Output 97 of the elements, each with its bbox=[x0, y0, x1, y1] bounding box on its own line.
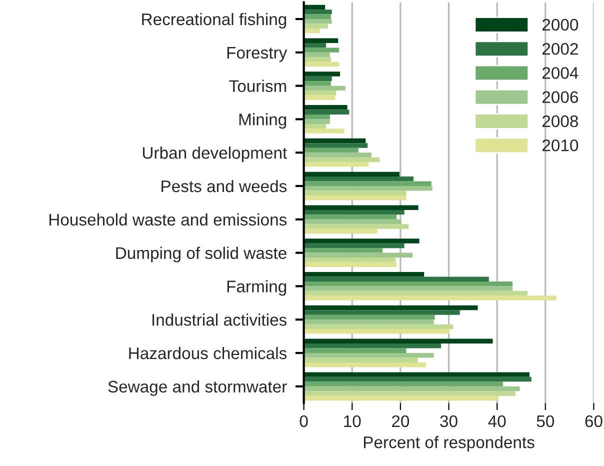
bar bbox=[304, 162, 369, 167]
y-tick-label: Household waste and emissions bbox=[50, 213, 287, 226]
bar bbox=[304, 248, 383, 253]
bar bbox=[304, 320, 434, 324]
x-tick-label: 30 bbox=[440, 415, 458, 428]
legend-label: 2008 bbox=[542, 115, 578, 128]
bar bbox=[304, 210, 404, 215]
bar bbox=[304, 105, 348, 110]
bar bbox=[304, 124, 326, 129]
bar bbox=[304, 76, 332, 82]
bar bbox=[304, 344, 442, 348]
bar bbox=[304, 324, 454, 330]
x-tick-label: 10 bbox=[344, 415, 361, 428]
bar bbox=[304, 386, 520, 392]
bar bbox=[304, 290, 528, 296]
bar bbox=[304, 219, 402, 224]
bar bbox=[304, 358, 418, 362]
bar bbox=[304, 372, 530, 377]
bar bbox=[304, 195, 406, 200]
bar bbox=[304, 38, 338, 43]
x-tick-label: 40 bbox=[488, 415, 506, 428]
bar bbox=[304, 157, 380, 162]
bar bbox=[304, 338, 493, 344]
y-tick-label: Recreational fishing bbox=[142, 12, 286, 29]
bar bbox=[304, 348, 406, 353]
x-tick-label: 60 bbox=[585, 415, 602, 428]
bar bbox=[304, 228, 378, 234]
bar bbox=[304, 272, 424, 277]
y-tick-label: Urban development bbox=[142, 146, 288, 162]
bar bbox=[304, 276, 489, 282]
bar bbox=[304, 95, 336, 100]
y-tick-label: Sewage and stormwater bbox=[108, 380, 287, 396]
bar bbox=[304, 86, 346, 91]
bar bbox=[304, 10, 332, 14]
bar bbox=[304, 119, 330, 124]
bar bbox=[304, 258, 396, 262]
bar bbox=[304, 186, 432, 191]
bar bbox=[304, 362, 426, 368]
bar bbox=[304, 48, 340, 52]
bar bbox=[304, 138, 366, 144]
bar bbox=[304, 329, 450, 334]
legend-label: 2010 bbox=[542, 139, 578, 152]
bar bbox=[304, 143, 368, 148]
x-tick-label: 50 bbox=[536, 415, 554, 428]
x-tick-label: 20 bbox=[392, 415, 410, 428]
bar bbox=[304, 57, 331, 62]
bar bbox=[304, 262, 397, 267]
bar bbox=[304, 110, 350, 114]
bar bbox=[304, 114, 330, 120]
y-tick-label: Tourism bbox=[229, 80, 286, 92]
bar bbox=[304, 176, 414, 182]
bar bbox=[304, 172, 400, 177]
bar bbox=[304, 152, 372, 158]
bar bbox=[304, 281, 513, 286]
y-tick-label: Farming bbox=[227, 280, 286, 296]
y-tick-label: Mining bbox=[239, 113, 286, 129]
bar bbox=[304, 181, 432, 186]
legend-label: 2000 bbox=[542, 18, 578, 31]
y-tick-label: Dumping of solid waste bbox=[116, 246, 286, 262]
bar bbox=[304, 286, 513, 291]
bar bbox=[304, 4, 326, 10]
bar bbox=[304, 238, 420, 244]
y-tick-label: Pests and weeds bbox=[162, 180, 287, 192]
bar bbox=[304, 190, 406, 196]
bar bbox=[304, 305, 478, 310]
legend-label: 2004 bbox=[542, 67, 578, 79]
bar bbox=[304, 310, 460, 315]
bar bbox=[304, 396, 499, 401]
bar bbox=[304, 376, 532, 382]
bar bbox=[304, 391, 516, 396]
bar bbox=[304, 81, 331, 86]
bar bbox=[304, 19, 332, 24]
bar bbox=[304, 148, 358, 153]
bar bbox=[304, 205, 418, 210]
bar bbox=[304, 224, 409, 229]
bar bbox=[304, 382, 503, 386]
y-tick-label: Hazardous chemicals bbox=[129, 346, 287, 360]
bar bbox=[304, 42, 326, 48]
bar bbox=[304, 296, 557, 300]
y-tick-label: Forestry bbox=[227, 47, 288, 62]
bar bbox=[304, 24, 328, 28]
legend-label: 2002 bbox=[542, 42, 578, 55]
bar bbox=[304, 14, 331, 20]
x-tick-label: 0 bbox=[300, 415, 308, 428]
legend-label: 2006 bbox=[542, 91, 578, 104]
bar bbox=[304, 90, 336, 96]
bar bbox=[304, 243, 404, 248]
bar bbox=[304, 252, 413, 258]
bar bbox=[304, 352, 434, 358]
bar bbox=[304, 72, 340, 76]
bar bbox=[304, 128, 344, 134]
bar bbox=[304, 62, 340, 67]
bar bbox=[304, 52, 330, 58]
bar bbox=[304, 214, 397, 220]
y-tick-label: Industrial activities bbox=[152, 314, 287, 326]
x-axis-title: Percent of respondents bbox=[364, 436, 534, 452]
bar bbox=[304, 314, 435, 320]
